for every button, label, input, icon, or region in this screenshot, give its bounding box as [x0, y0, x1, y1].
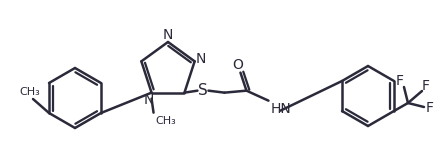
Text: F: F — [422, 79, 430, 93]
Text: F: F — [426, 101, 434, 115]
Text: S: S — [198, 83, 207, 98]
Text: N: N — [195, 52, 206, 66]
Text: O: O — [232, 58, 243, 72]
Text: CH₃: CH₃ — [155, 116, 176, 126]
Text: HN: HN — [270, 102, 291, 116]
Text: N: N — [163, 28, 173, 42]
Text: CH₃: CH₃ — [20, 87, 40, 97]
Text: F: F — [396, 74, 404, 88]
Text: N: N — [143, 93, 154, 107]
